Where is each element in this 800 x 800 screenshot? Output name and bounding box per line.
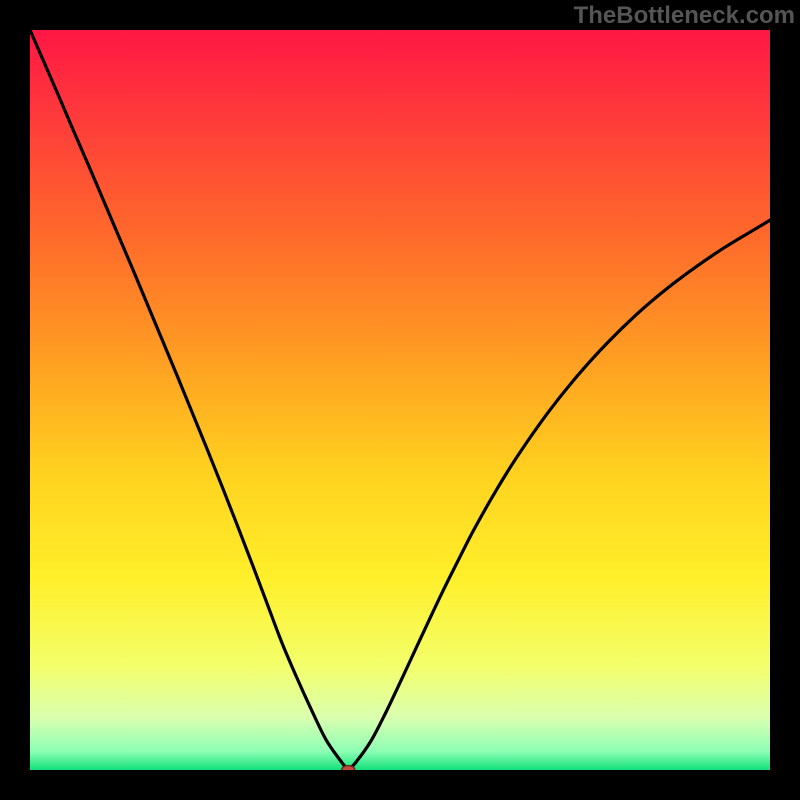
optimal-point-marker	[342, 766, 355, 770]
canvas-wrapper: TheBottleneck.com	[0, 0, 800, 800]
bottleneck-chart	[30, 30, 770, 770]
plot-background	[30, 30, 770, 770]
plot-container	[30, 30, 770, 770]
watermark-text: TheBottleneck.com	[574, 2, 795, 30]
